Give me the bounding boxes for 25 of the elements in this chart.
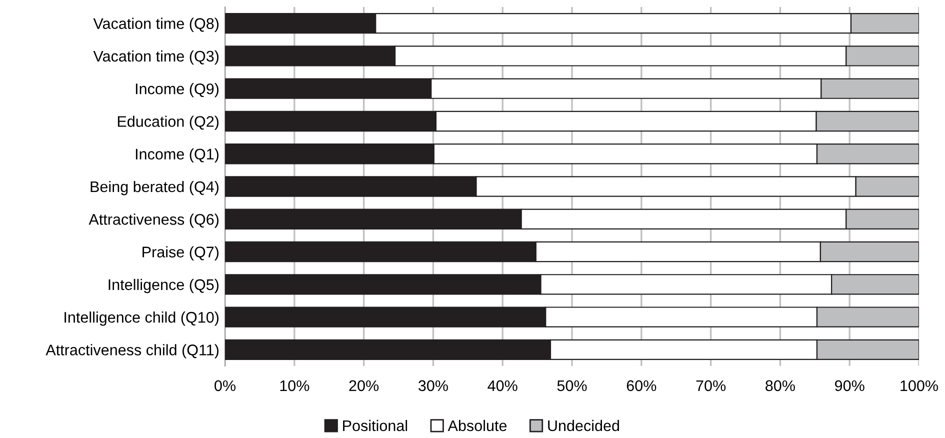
y-tick-label: Vacation time (Q8) — [93, 18, 219, 32]
y-tick-label: Attractiveness child (Q11) — [46, 344, 219, 358]
x-tick-label: 30% — [418, 380, 448, 392]
y-tick-label: Attractiveness (Q6) — [88, 214, 219, 228]
x-tick-label: 100% — [900, 380, 938, 392]
y-tick-label: Education (Q2) — [118, 116, 219, 130]
x-tick-label: 0% — [214, 380, 236, 392]
x-tick-label: 90% — [835, 380, 864, 392]
y-tick-label: Vacation time (Q3) — [93, 50, 219, 65]
x-tick-label: 70% — [696, 380, 726, 392]
x-tick-label: 20% — [349, 380, 379, 392]
legend-label: Undecided — [548, 420, 620, 432]
legend-label: Absolute — [448, 420, 507, 432]
y-tick-label: Intelligence child (Q10) — [64, 312, 219, 326]
legend-label: Positional — [343, 420, 408, 432]
x-tick-label: 40% — [488, 380, 518, 392]
x-tick-label: 10% — [280, 380, 310, 392]
x-tick-label: 60% — [626, 380, 656, 392]
x-tick-label: 80% — [766, 380, 795, 392]
y-tick-label: Praise (Q7) — [142, 246, 218, 260]
y-tick-label: Being berated (Q4) — [90, 180, 219, 196]
y-tick-label: Intelligence (Q5) — [108, 278, 219, 294]
y-tick-label: Income (Q9) — [136, 83, 218, 98]
x-tick-label: 50% — [557, 380, 587, 392]
y-tick-label: Income (Q1) — [136, 148, 218, 163]
